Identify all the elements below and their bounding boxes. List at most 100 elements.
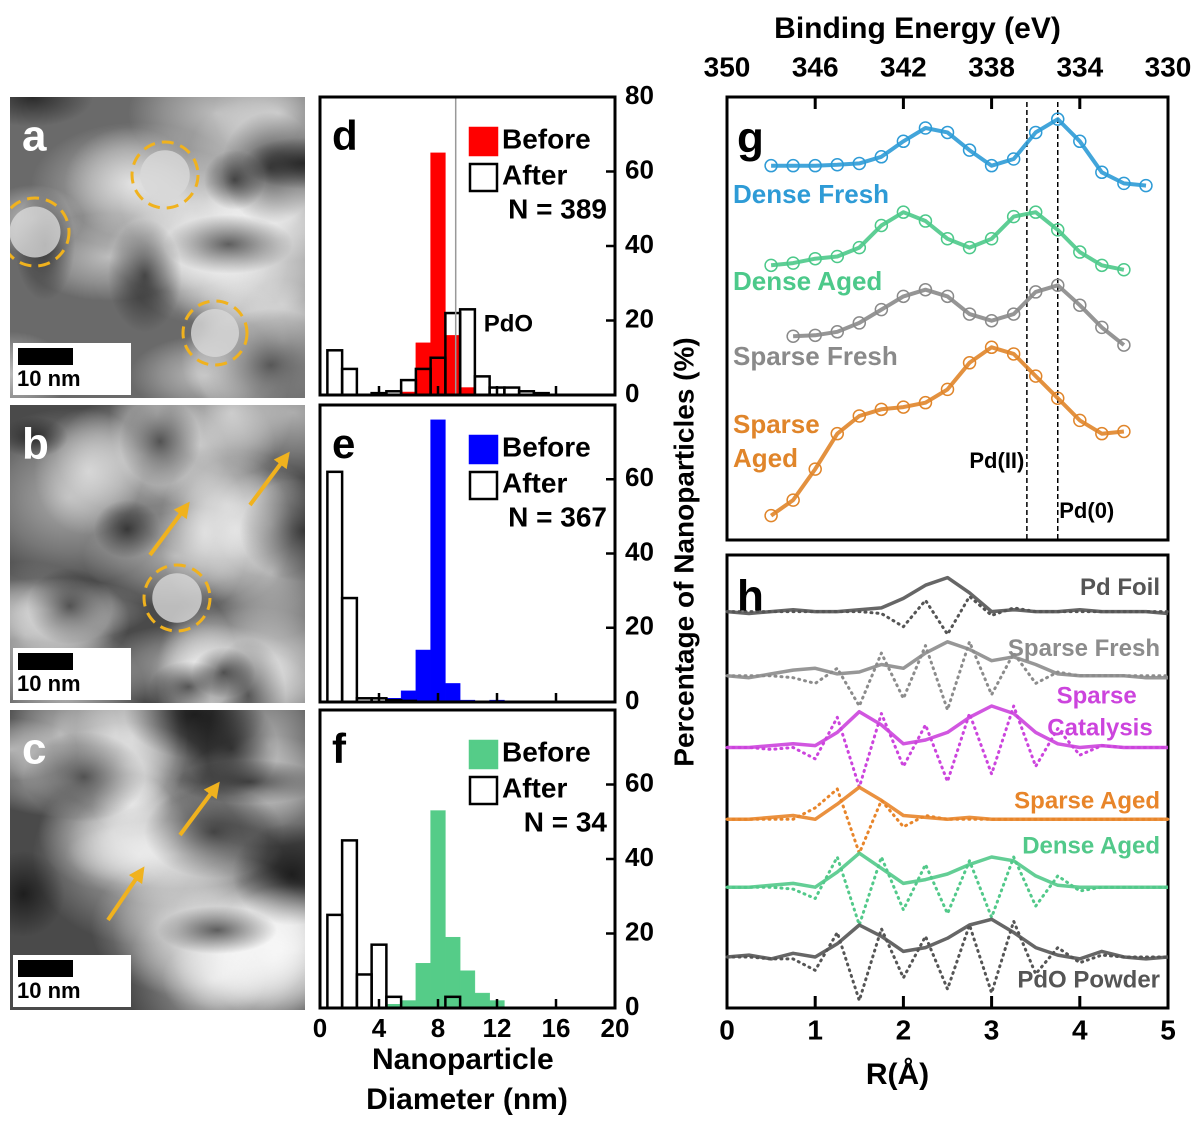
panel-label: f [332, 725, 347, 772]
stem-image: b 10 nm [10, 405, 305, 703]
stem-image: a 10 nm [10, 97, 305, 398]
series-label: Dense Aged [1022, 833, 1160, 860]
arrow [178, 781, 220, 837]
series-label: Dense Aged [733, 266, 882, 296]
legend-label: Before [502, 431, 591, 462]
y-axis-label: Percentage of Nanoparticles (%) [668, 337, 699, 766]
histogram-bar [326, 470, 344, 704]
data-point [962, 240, 977, 255]
image-blob [159, 456, 250, 610]
data-point [1051, 223, 1065, 237]
series-label: Sparse Aged [1014, 788, 1160, 815]
particle [152, 573, 202, 623]
data-point [1095, 320, 1109, 335]
image-shadow [164, 214, 294, 274]
x-tick-label: 1 [807, 1014, 823, 1045]
series-label: Sparse Fresh [733, 341, 898, 371]
arrow [248, 451, 290, 507]
image-shadow [210, 638, 286, 703]
series-line [770, 210, 1125, 272]
image-shadow [157, 906, 278, 955]
arrow [106, 866, 145, 922]
data-point [1028, 125, 1043, 140]
plot-frame [725, 95, 1170, 542]
histogram-bar [385, 995, 403, 1010]
image-shadow [119, 405, 201, 486]
reference-label: Pd(II) [969, 448, 1024, 473]
histogram-bar [473, 375, 491, 397]
y-tick-label: 20 [625, 916, 654, 946]
data-point [830, 426, 844, 441]
image-shadow [221, 112, 305, 224]
y-tick-label: 80 [625, 80, 654, 110]
histogram-bar [444, 995, 462, 1010]
x-tick-label: 3 [984, 1014, 1000, 1045]
x-tick-label: 346 [792, 51, 839, 82]
sample-count: N = 389 [508, 193, 607, 224]
reference-label: Pd(0) [1059, 498, 1114, 523]
histogram-bar [474, 992, 490, 1009]
particle-highlight [10, 196, 71, 268]
panel-label: c [22, 725, 46, 774]
data-point [852, 240, 867, 255]
series-line [793, 283, 1126, 347]
data-point [874, 302, 889, 317]
y-tick-label: 60 [625, 154, 654, 184]
text-line: Nanoparticle [372, 1043, 562, 1076]
scale-bar [18, 348, 73, 365]
text-line: Catalysis [1047, 715, 1152, 742]
y-tick-label: 0 [625, 991, 639, 1021]
panel-label: d [332, 112, 358, 159]
plot-frame [725, 553, 1170, 1010]
histogram-bar [340, 596, 359, 704]
text-line: Diameter (nm) [366, 1083, 568, 1116]
data-point [1095, 165, 1109, 180]
text-line: Sparse [733, 409, 827, 439]
x-tick-label: 0 [719, 1014, 735, 1045]
y-tick-label: 40 [625, 229, 654, 259]
data-point [1117, 338, 1131, 352]
image-shadow [144, 785, 284, 879]
image-shadow [10, 416, 68, 458]
y-tick-label: 0 [625, 378, 639, 408]
image-shadow [239, 479, 305, 582]
sample-count: N = 367 [508, 501, 607, 532]
data-point [764, 508, 778, 523]
series-label: Sparse Catalysis [1047, 683, 1152, 742]
image-shadow [94, 499, 161, 559]
x-tick-label: 12 [483, 1013, 512, 1043]
x-tick-label: 2 [896, 1014, 912, 1045]
scale-bar-label: 10 nm [17, 366, 81, 391]
series-line [771, 117, 1147, 188]
particle-highlight [142, 563, 212, 633]
data-point [984, 232, 999, 246]
image-blob [162, 936, 267, 1010]
panel-label: a [22, 112, 47, 161]
histogram-bar [355, 973, 373, 1010]
image-shadow [23, 731, 146, 823]
legend-swatch [468, 739, 499, 770]
legend-swatch [468, 434, 499, 465]
data-point [786, 493, 800, 507]
legend-swatch [468, 162, 499, 193]
data-point [940, 382, 955, 397]
text-line: Aged [733, 443, 798, 473]
histogram-bar [414, 367, 432, 397]
data-point [808, 462, 822, 476]
histogram-bar [458, 308, 477, 397]
data-point [962, 143, 977, 157]
x-tick-label: 20 [601, 1013, 630, 1043]
data-point [852, 316, 867, 330]
x-axis-label: Binding Energy (eV) [774, 12, 1061, 45]
legend-swatch [468, 470, 499, 501]
scale-bar [18, 960, 73, 977]
image-shadow [107, 218, 182, 333]
y-tick-label: 60 [625, 462, 654, 492]
panel-label: e [332, 420, 355, 467]
image-shadow [10, 97, 94, 127]
particle [140, 150, 190, 200]
series-line [726, 640, 1168, 680]
x-tick-label: 4 [372, 1013, 387, 1043]
particle [10, 206, 61, 258]
series-line [727, 851, 1168, 889]
